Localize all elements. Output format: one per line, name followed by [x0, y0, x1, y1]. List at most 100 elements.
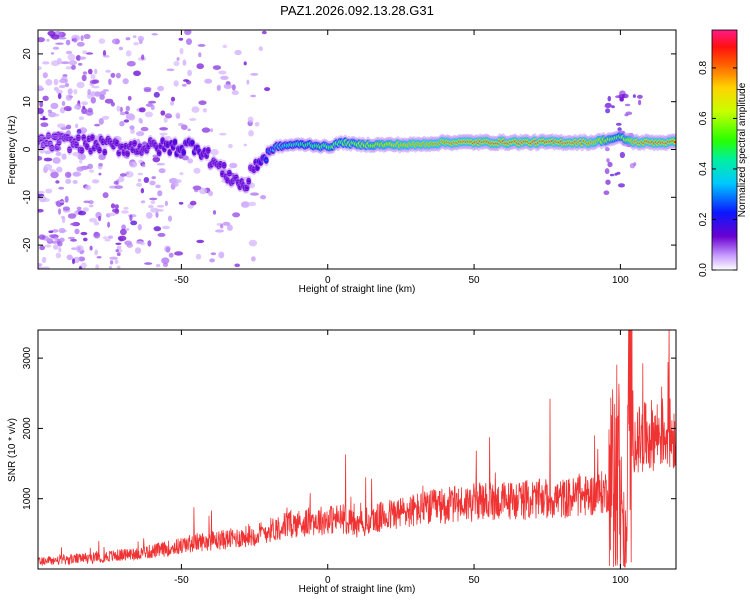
spectrogram-noise-cell [99, 94, 105, 100]
spectrogram-noise-cell [90, 73, 96, 80]
spectrogram-noise-cell [129, 125, 135, 130]
spectrogram-noise-cell [42, 115, 46, 121]
snr-series-line [38, 330, 676, 568]
spectrogram-noise-cell [130, 128, 135, 134]
spectrogram-noise-cell [58, 227, 66, 234]
spectrogram-noise-cell [173, 80, 179, 87]
spectrogram-noise-cell [102, 55, 110, 58]
spectrogram-noise-cell [162, 225, 170, 230]
colorbar: 0.0 0.2 0.4 0.6 0.8 Normalized spectral ampl… [698, 29, 748, 277]
spectrogram-noise-cell [170, 96, 176, 102]
spectrogram-cell [97, 149, 102, 152]
spectrogram-noise-cell [247, 116, 254, 123]
spectrogram-noise-cell [218, 251, 225, 259]
spectrogram-noise-cell [88, 68, 93, 75]
spectrogram-cell [171, 146, 175, 149]
spectrogram-cell [145, 149, 149, 152]
spectrogram-noise-cell [56, 123, 66, 128]
spectrogram-noise-cell [51, 229, 59, 233]
spectrogram-noise-cell [138, 159, 144, 164]
spectrogram-noise-cell [210, 149, 219, 156]
spectrogram-cell [126, 152, 130, 155]
spectrogram-noise-cell [220, 75, 229, 80]
spectrogram-noise-cell [102, 50, 107, 57]
spectrogram-noise-cell [83, 200, 91, 204]
spectrogram-cell [89, 150, 93, 153]
spectrogram-cell [66, 136, 70, 139]
spectrogram-noise-cell [94, 91, 101, 97]
spectrogram-noise-cell [43, 157, 53, 162]
spectrogram-noise-cell [140, 200, 146, 204]
spectrogram-noise-cell [64, 195, 69, 203]
spectrogram-noise-cell [157, 190, 163, 197]
spectrogram-noise-cell [96, 256, 102, 259]
spectrogram-noise-cell [179, 47, 184, 55]
spectrogram-noise-cell [98, 215, 102, 222]
spectrogram-noise-cell [57, 37, 67, 40]
spectrogram-noise-cell [67, 88, 73, 95]
spectrogram-cell [220, 172, 224, 175]
spectrogram-noise-cell [105, 69, 111, 73]
spectrogram-noise-cell [90, 97, 97, 104]
spectrogram-noise-cell [102, 192, 109, 199]
spectrogram-noise-cell [148, 204, 154, 209]
spectrogram-noise-cell [210, 128, 214, 133]
spectrogram-cell [226, 179, 230, 182]
spectrogram-noise-cell [98, 154, 106, 161]
colorbar-label: Normalized spectral amplitude [737, 82, 748, 217]
spectrogram-noise-cell [250, 192, 259, 196]
spectrogram-noise-cell [231, 84, 236, 91]
spectrogram-noise-cell [79, 158, 83, 164]
spectrogram-noise-cell [201, 127, 211, 133]
spectrogram-noise-cell [59, 84, 66, 89]
spectrogram-noise-cell [94, 68, 98, 75]
y-tick-label: 3000 [22, 347, 33, 370]
spectrogram-cell [68, 148, 72, 151]
spectrogram-noise-cell [89, 204, 94, 208]
spectrogram-cell [157, 151, 161, 155]
spectrogram-noise-cell [51, 34, 60, 40]
colorbar-gradient [711, 29, 738, 271]
spectrogram-noise-cell [107, 212, 117, 217]
spectrogram-noise-cell [157, 232, 166, 237]
spectrogram-noise-cell [48, 112, 57, 118]
spectrogram-cell [136, 150, 140, 153]
spectrogram-noise-cell [66, 124, 72, 130]
spectrogram-noise-cell [192, 185, 202, 191]
spectrogram-noise-cell [76, 81, 85, 89]
spectrogram-cell [219, 163, 223, 166]
spectrogram-noise-cell [168, 215, 172, 222]
spectrogram-noise-cell [155, 211, 159, 218]
spectrogram-noise-cell [121, 224, 126, 230]
spectrogram-noise-cell [187, 128, 191, 132]
spectrogram-noise-cell [45, 237, 54, 242]
spectrogram-noise-cell [633, 162, 637, 167]
spectrogram-cell [205, 154, 209, 157]
spectrogram-noise-cell [95, 264, 100, 269]
spectrogram-cell [180, 147, 184, 150]
spectrogram-noise-cell [223, 83, 233, 90]
spectrogram-noise-cell [607, 95, 612, 102]
spectrogram-noise-cell [133, 70, 141, 77]
spectrogram-noise-cell [197, 43, 206, 47]
spectrogram-noise-cell [76, 166, 84, 172]
spectrogram-noise-cell [606, 158, 610, 163]
spectrogram-noise-cell [250, 94, 256, 98]
spectrogram-noise-cell [243, 61, 247, 66]
spectrogram-noise-cell [42, 95, 49, 102]
spectrogram-noise-cell [111, 38, 121, 45]
spectrogram-noise-cell [93, 231, 101, 239]
spectrogram-noise-cell [220, 224, 224, 229]
spectrogram-noise-cell [153, 91, 160, 98]
colorbar-tick-label: 0.8 [698, 61, 709, 75]
spectrogram-noise-cell [624, 103, 631, 107]
spectrogram-noise-cell [115, 72, 121, 79]
spectrogram-noise-cell [169, 101, 175, 106]
spectrogram-noise-cell [241, 201, 250, 208]
spectrogram-noise-cell [264, 87, 271, 92]
spectrogram-noise-cell [120, 228, 127, 236]
spectrogram-noise-cell [178, 201, 184, 205]
spectrogram-cell [240, 180, 244, 183]
spectrogram-noise-cell [164, 113, 172, 119]
